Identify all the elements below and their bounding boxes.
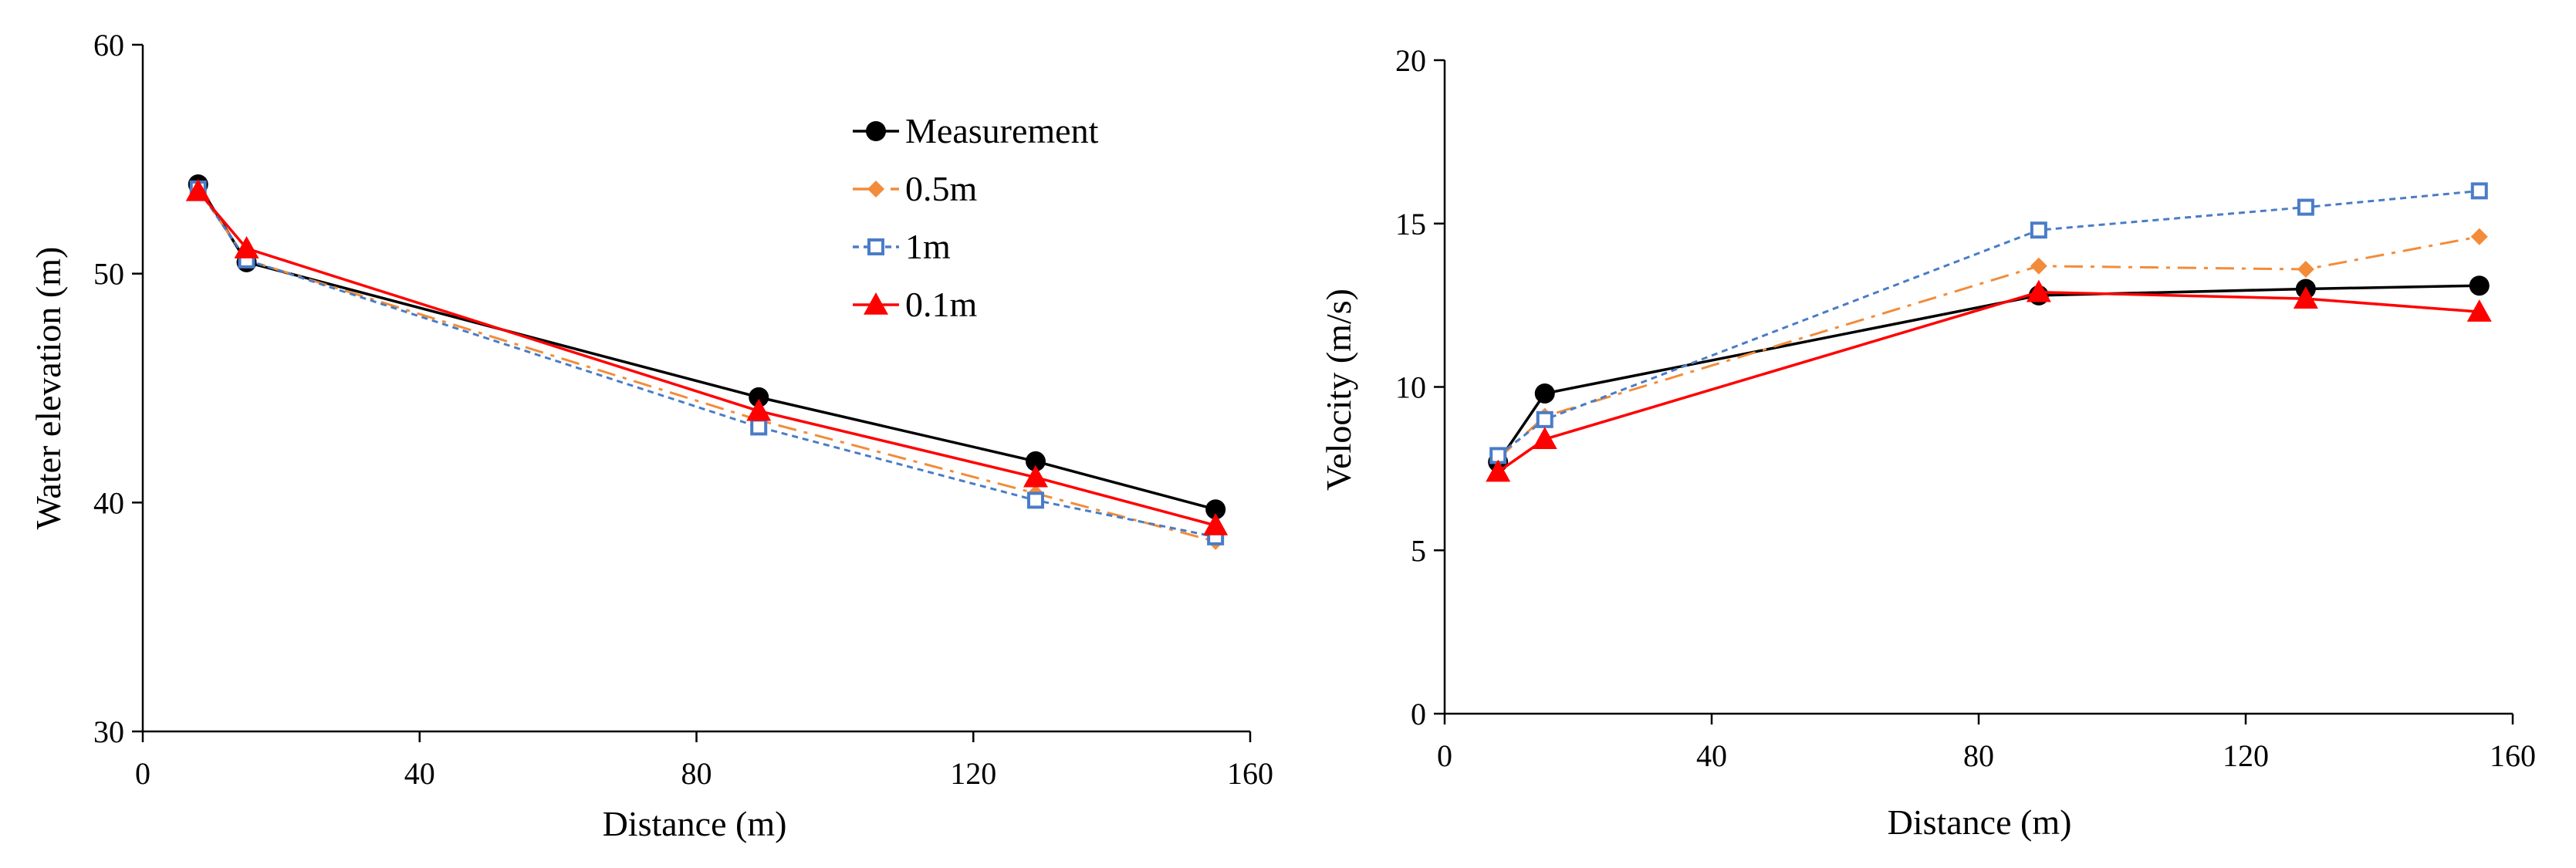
data-point	[2026, 279, 2051, 302]
data-point	[2297, 198, 2314, 216]
legend-marker	[866, 121, 886, 141]
data-point	[1205, 499, 1226, 520]
y-tick-label: 40	[93, 485, 124, 520]
x-tick-label: 120	[950, 756, 996, 791]
data-point	[1023, 464, 1048, 488]
y-tick-label: 50	[93, 257, 124, 292]
series-1m	[189, 180, 1225, 545]
y-tick-label: 15	[1395, 207, 1426, 241]
y-tick-label: 20	[1395, 43, 1426, 78]
x-tick-label: 80	[1963, 738, 1994, 773]
data-point	[1486, 459, 1511, 482]
data-point	[1534, 383, 1555, 404]
legend-label: 0.1m	[905, 285, 978, 324]
x-tick-label: 40	[404, 756, 435, 791]
data-point	[2030, 221, 2047, 239]
data-point	[2469, 275, 2490, 296]
x-tick-label: 0	[1437, 738, 1452, 773]
data-point	[746, 398, 772, 421]
legend-marker	[867, 238, 884, 255]
legend-marker	[864, 292, 888, 315]
x-axis-title: Distance (m)	[1888, 802, 2072, 842]
series-0-5m	[189, 180, 1225, 550]
y-tick-label: 5	[1411, 533, 1426, 568]
series-0-1m	[1486, 279, 2492, 482]
data-point	[185, 178, 211, 201]
data-point	[749, 387, 769, 407]
x-tick-label: 160	[1227, 756, 1273, 791]
x-tick-label: 160	[2490, 738, 2536, 773]
y-axis-title: Velocity (m/s)	[1319, 289, 1358, 491]
series-line	[197, 184, 1216, 511]
data-point	[750, 418, 768, 436]
velocity-chart: 0 5 10 15 20 0 40 80 120 160 Distance (m) Velocity …	[1319, 43, 2536, 842]
series-0-5m	[1489, 228, 2488, 468]
series-line	[1496, 284, 2480, 463]
data-point	[2030, 257, 2047, 275]
y-tick-label: 30	[93, 714, 124, 749]
data-point	[234, 236, 259, 258]
data-point	[1026, 491, 1044, 509]
series-0-1m	[185, 178, 1229, 535]
series-line	[197, 190, 1216, 527]
legend-label: 1m	[905, 227, 951, 266]
y-tick-label: 10	[1395, 370, 1426, 405]
data-point	[1532, 427, 1557, 450]
y-axis-title: Water elevation (m)	[29, 247, 68, 530]
data-point	[2297, 261, 2314, 279]
series-measurement	[188, 174, 1226, 520]
legend: Measurement 0.5m 1m 0.1m	[853, 111, 1099, 324]
y-tick-label: 60	[93, 28, 124, 62]
legend-marker	[867, 181, 884, 198]
data-point	[2293, 286, 2318, 309]
x-tick-label: 40	[1696, 738, 1727, 773]
data-point	[1025, 451, 1046, 471]
series-1m	[1489, 182, 2488, 464]
data-point	[1203, 513, 1229, 535]
data-point	[2466, 299, 2492, 322]
x-tick-label: 120	[2223, 738, 2269, 773]
series-line	[1497, 189, 2480, 457]
data-point	[2470, 228, 2488, 245]
data-point	[1536, 410, 1553, 428]
x-tick-label: 80	[681, 756, 712, 791]
series-line	[197, 188, 1216, 543]
series-line	[197, 188, 1216, 539]
water-elevation-chart: 30 40 50 60 0 40 80 120 160 Distance (m) Water ele…	[29, 28, 1273, 843]
x-axis-title: Distance (m)	[603, 804, 787, 843]
series-line	[1497, 235, 2480, 460]
y-tick-label: 0	[1411, 697, 1426, 731]
series-measurement	[1488, 275, 2490, 472]
x-tick-label: 0	[135, 756, 150, 791]
data-point	[2470, 182, 2488, 200]
legend-label: 0.5m	[905, 169, 978, 208]
legend-label: Measurement	[905, 111, 1099, 150]
